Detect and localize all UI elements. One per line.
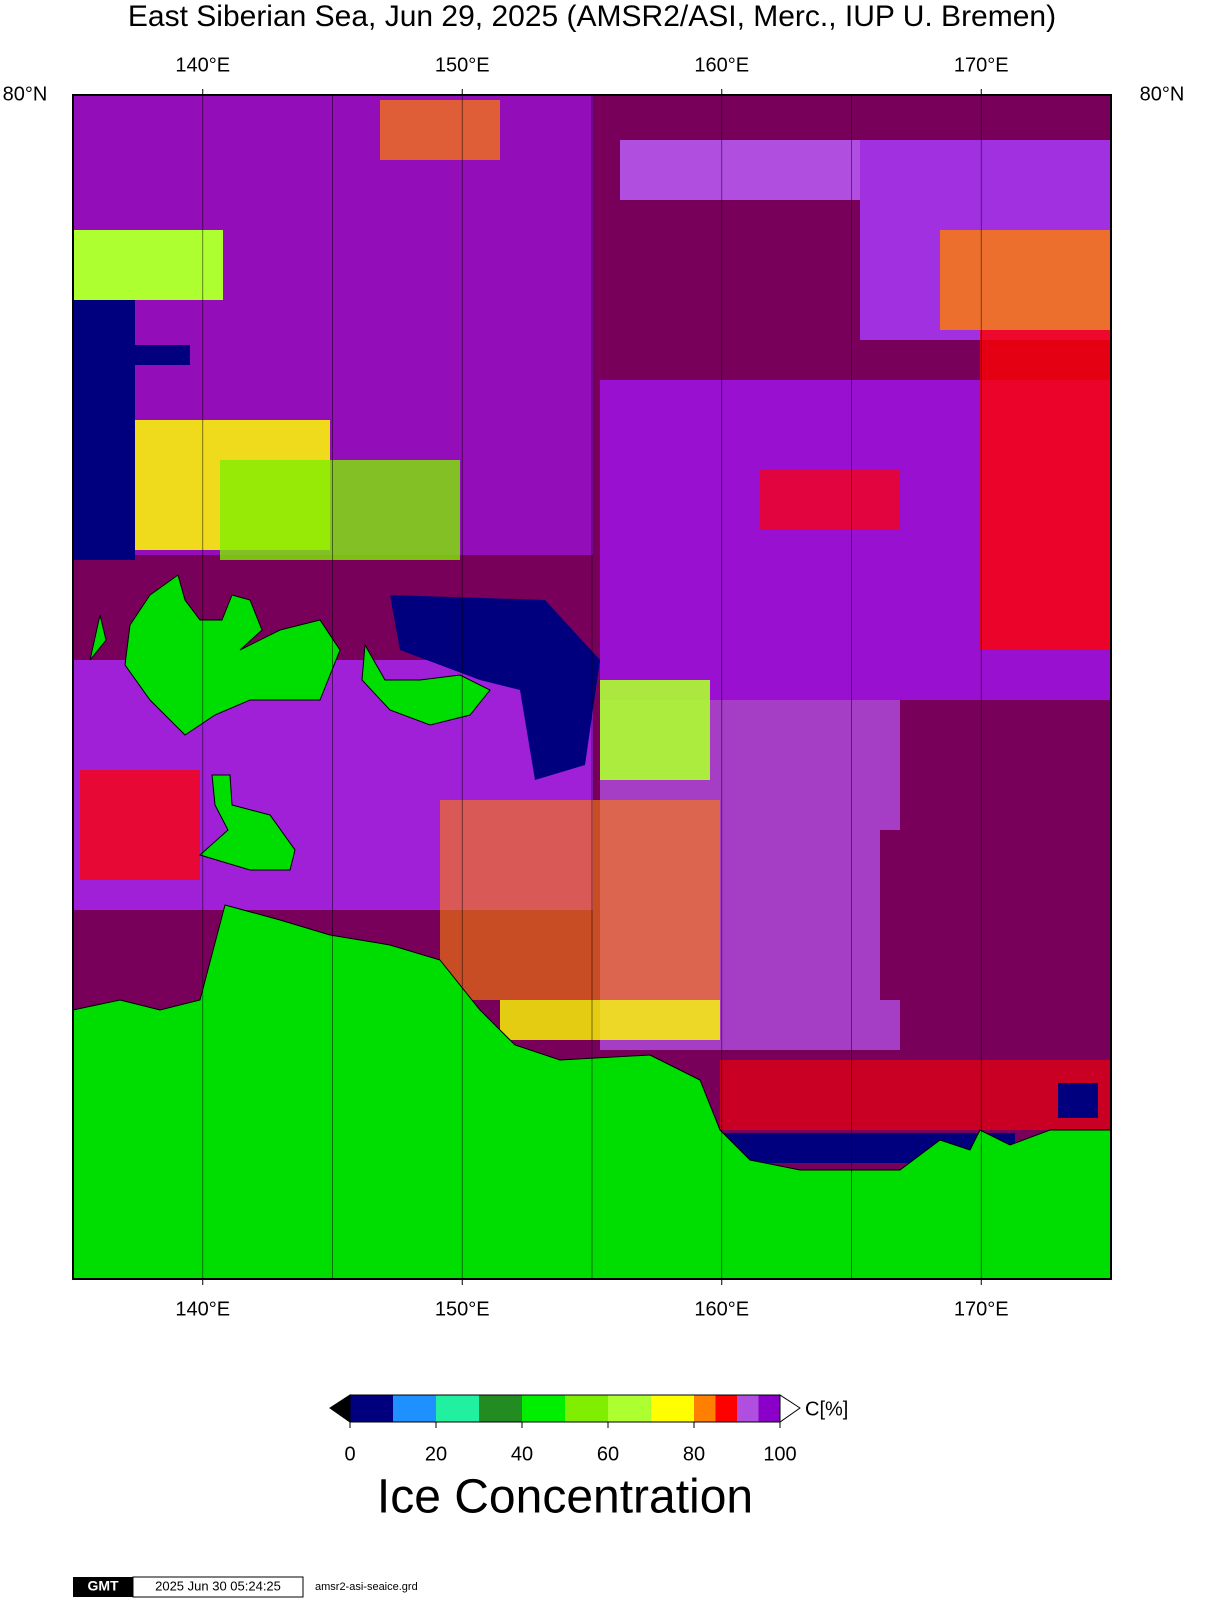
- colorbar-bin: [694, 1395, 716, 1422]
- colorbar-tick-label: 20: [425, 1443, 447, 1465]
- lat-label: 80°N: [3, 83, 48, 105]
- lat-label: 80°N: [1140, 83, 1185, 105]
- map-title: East Siberian Sea, Jun 29, 2025 (AMSR2/A…: [128, 0, 1056, 33]
- colorbar-low-arrow: [329, 1394, 351, 1423]
- lon-label: 150°E: [435, 1298, 490, 1320]
- lon-label: 140°E: [175, 1298, 230, 1320]
- colorbar-bin: [651, 1395, 694, 1422]
- file-name: amsr2-asi-seaice.grd: [315, 1581, 418, 1593]
- colorbar-tick-label: 40: [511, 1443, 533, 1465]
- colorbar-tick-label: 80: [683, 1443, 705, 1465]
- colorbar-bin: [565, 1395, 608, 1422]
- colorbar-bin: [436, 1395, 479, 1422]
- colorbar-bin: [479, 1395, 522, 1422]
- colorbar-label: Ice Concentration: [377, 1471, 753, 1524]
- colorbar-bin: [715, 1395, 737, 1422]
- colorbar-frame: [349, 1394, 781, 1423]
- timestamp: 2025 Jun 30 05:24:25: [155, 1578, 281, 1593]
- colorbar-bin: [737, 1395, 759, 1422]
- colorbar-bin: [758, 1395, 780, 1422]
- colorbar-tick-label: 0: [344, 1443, 355, 1465]
- colorbar-bin: [350, 1395, 393, 1422]
- lon-label: 160°E: [694, 1298, 749, 1320]
- logo: GMT: [87, 1578, 119, 1594]
- colorbar-unit: C[%]: [805, 1398, 848, 1420]
- timestamp-box: [132, 1576, 304, 1598]
- logo-box: [73, 1577, 133, 1597]
- colorbar-bin: [393, 1395, 436, 1422]
- colorbar-bin: [608, 1395, 651, 1422]
- lon-label: 170°E: [954, 54, 1009, 76]
- lon-label: 140°E: [175, 54, 230, 76]
- lon-label: 170°E: [954, 1298, 1009, 1320]
- colorbar-tick-label: 60: [597, 1443, 619, 1465]
- colorbar-tick-label: 100: [763, 1443, 796, 1465]
- colorbar-high-arrow: [779, 1394, 801, 1423]
- colorbar-bin: [522, 1395, 565, 1422]
- lon-label: 150°E: [435, 54, 490, 76]
- lon-label: 160°E: [694, 54, 749, 76]
